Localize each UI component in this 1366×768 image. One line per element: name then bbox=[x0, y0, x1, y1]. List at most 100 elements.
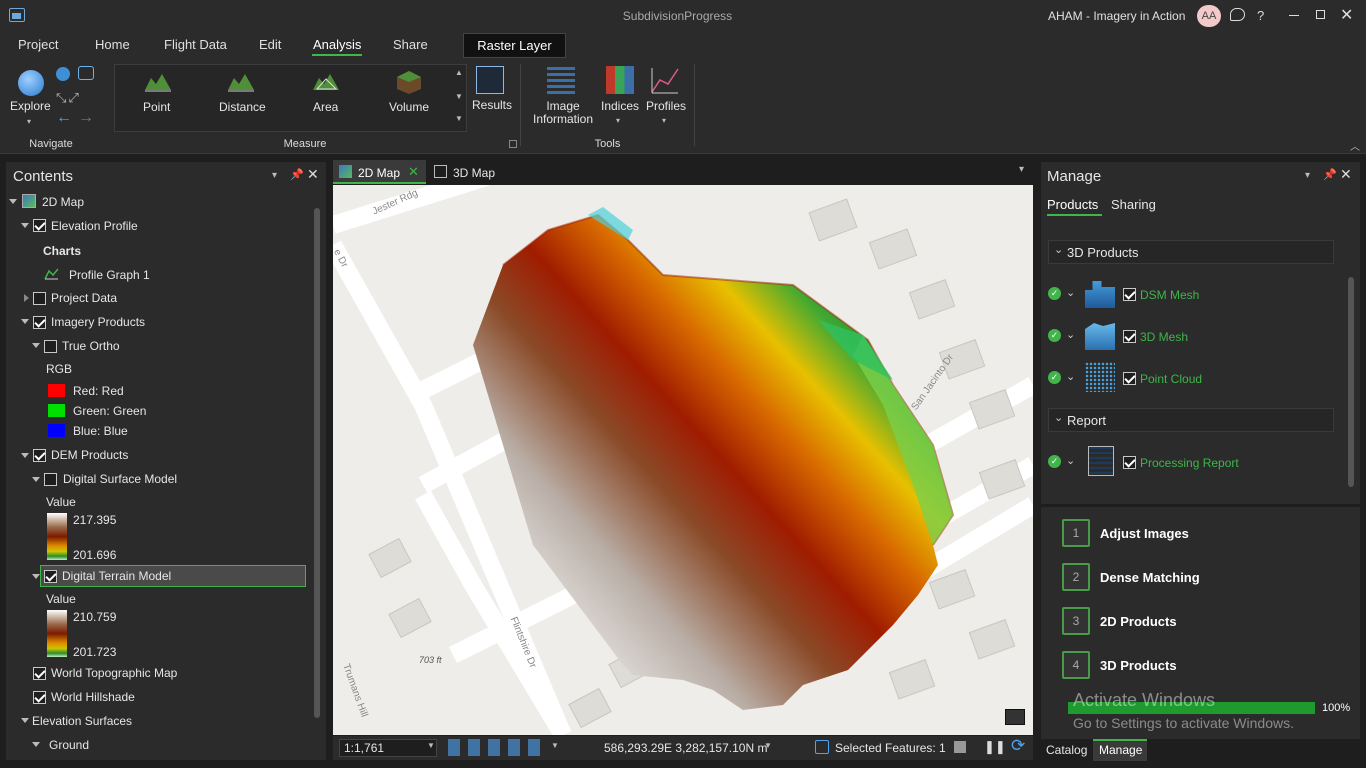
expand-elevation-profile-icon[interactable] bbox=[21, 223, 29, 228]
contents-close-icon[interactable]: ✕ bbox=[307, 166, 319, 182]
contents-scrollbar[interactable] bbox=[314, 208, 320, 718]
tab-flight-data[interactable]: Flight Data bbox=[164, 37, 227, 52]
dtm-selected-row[interactable] bbox=[40, 565, 306, 587]
section-report-chevron-icon[interactable]: ⌄ bbox=[1054, 412, 1064, 424]
measure-launcher-icon[interactable] bbox=[509, 140, 517, 148]
point-cloud-expand-icon[interactable]: ⌄ bbox=[1066, 371, 1076, 383]
tree-item-dtm[interactable]: Digital Terrain Model bbox=[62, 569, 172, 583]
profiles-dropdown-icon[interactable]: ▾ bbox=[662, 116, 667, 125]
tab-manage[interactable] bbox=[1093, 739, 1147, 761]
tree-item-world-hillshade[interactable]: World Hillshade bbox=[51, 690, 135, 704]
dsm-mesh-checkbox[interactable] bbox=[1123, 288, 1136, 301]
tree-item-profile-graph[interactable]: Profile Graph 1 bbox=[69, 268, 150, 282]
manage-close-icon[interactable]: ✕ bbox=[1340, 166, 1352, 182]
pause-icon[interactable]: ❚❚ bbox=[984, 739, 1006, 754]
report-checkbox[interactable] bbox=[1123, 456, 1136, 469]
globe-icon[interactable] bbox=[56, 67, 70, 81]
3d-mesh-link[interactable]: 3D Mesh bbox=[1140, 330, 1189, 344]
back-icon[interactable]: ← bbox=[56, 109, 72, 126]
point-cloud-checkbox[interactable] bbox=[1123, 372, 1136, 385]
world-hillshade-checkbox[interactable] bbox=[33, 691, 46, 704]
explore-button[interactable]: Explore bbox=[10, 99, 51, 113]
tree-item-elevation-profile[interactable]: Elevation Profile bbox=[51, 219, 138, 233]
expand-ground-icon[interactable] bbox=[32, 742, 40, 747]
processing-report-link[interactable]: Processing Report bbox=[1140, 456, 1239, 470]
tab-project[interactable]: Project bbox=[18, 37, 59, 52]
project-data-checkbox[interactable] bbox=[33, 292, 46, 305]
forward-icon[interactable]: → bbox=[78, 109, 94, 126]
imagery-products-checkbox[interactable] bbox=[33, 316, 46, 329]
profiles-icon[interactable] bbox=[650, 66, 680, 94]
section-report[interactable] bbox=[1048, 408, 1334, 432]
profiles-button[interactable]: Profiles bbox=[646, 99, 687, 113]
tree-item-dsm[interactable]: Digital Surface Model bbox=[63, 472, 178, 486]
expand-2d-map-icon[interactable] bbox=[9, 199, 17, 204]
expand-true-ortho-icon[interactable] bbox=[32, 343, 40, 348]
gallery-scroll-down-icon[interactable]: ▼ bbox=[455, 92, 463, 101]
results-button[interactable]: Results bbox=[472, 98, 513, 112]
3d-mesh-expand-icon[interactable]: ⌄ bbox=[1066, 329, 1076, 341]
map-tab-menu-icon[interactable]: ▾ bbox=[1019, 164, 1025, 175]
indices-button[interactable]: Indices bbox=[601, 99, 640, 113]
close-icon[interactable]: ✕ bbox=[1340, 7, 1354, 24]
area-button[interactable]: Area bbox=[313, 100, 339, 114]
user-name[interactable]: AHAM - Imagery in Action bbox=[1048, 9, 1186, 23]
section-3d-chevron-icon[interactable]: ⌄ bbox=[1054, 244, 1064, 256]
step-3d-products[interactable]: 3D Products bbox=[1100, 658, 1177, 673]
expand-imagery-products-icon[interactable] bbox=[21, 319, 29, 324]
tab-3d-map[interactable]: 3D Map bbox=[453, 166, 496, 180]
app-icon[interactable] bbox=[9, 8, 25, 22]
locate-icon[interactable] bbox=[78, 66, 94, 80]
explore-icon[interactable] bbox=[18, 70, 44, 96]
expand-dem-products-icon[interactable] bbox=[21, 453, 29, 458]
image-information-icon[interactable] bbox=[547, 66, 575, 94]
collapse-ribbon-icon[interactable]: ︿ bbox=[1350, 142, 1360, 153]
tab-analysis[interactable]: Analysis bbox=[313, 37, 362, 52]
step-dense-matching[interactable]: Dense Matching bbox=[1100, 570, 1200, 585]
manage-scrollbar[interactable] bbox=[1348, 277, 1354, 487]
selected-features[interactable]: Selected Features: 1 bbox=[835, 741, 946, 755]
dsm-mesh-link[interactable]: DSM Mesh bbox=[1140, 288, 1200, 302]
pin-icon[interactable]: 📌 bbox=[290, 169, 304, 181]
elevation-profile-checkbox[interactable] bbox=[33, 219, 46, 232]
expand-project-data-icon[interactable] bbox=[24, 294, 29, 302]
tree-item-project-data[interactable]: Project Data bbox=[51, 291, 118, 305]
image-information-button[interactable]: Image Information bbox=[532, 100, 594, 126]
gallery-scroll-up-icon[interactable]: ▲ bbox=[455, 68, 463, 77]
minimize-icon[interactable] bbox=[1289, 15, 1299, 16]
indices-icon[interactable] bbox=[606, 66, 634, 94]
indices-dropdown-icon[interactable]: ▾ bbox=[616, 116, 621, 125]
tab-edit[interactable]: Edit bbox=[259, 37, 282, 52]
tab-share[interactable]: Share bbox=[393, 37, 428, 52]
report-expand-icon[interactable]: ⌄ bbox=[1066, 455, 1076, 467]
close-tab-icon[interactable]: ✕ bbox=[408, 164, 419, 179]
expand-elevation-surfaces-icon[interactable] bbox=[21, 718, 29, 723]
restore-icon[interactable] bbox=[1316, 10, 1325, 19]
tab-products[interactable]: Products bbox=[1047, 197, 1099, 212]
point-button[interactable]: Point bbox=[143, 100, 171, 114]
explore-dropdown-icon[interactable]: ▾ bbox=[27, 117, 32, 126]
tree-item-true-ortho[interactable]: True Ortho bbox=[62, 339, 120, 353]
3d-mesh-checkbox[interactable] bbox=[1123, 330, 1136, 343]
point-cloud-link[interactable]: Point Cloud bbox=[1140, 372, 1203, 386]
refresh-icon[interactable]: ⟳ bbox=[1011, 736, 1026, 755]
tree-item-dem-products[interactable]: DEM Products bbox=[51, 448, 129, 462]
tree-item-imagery-products[interactable]: Imagery Products bbox=[51, 315, 146, 329]
step-2d-products[interactable]: 2D Products bbox=[1100, 614, 1177, 629]
distance-icon[interactable] bbox=[227, 70, 255, 92]
navigation-tools-icon[interactable] bbox=[448, 739, 548, 756]
expand-dtm-icon[interactable] bbox=[32, 574, 40, 579]
manage-menu-icon[interactable]: ▾ bbox=[1305, 170, 1311, 181]
section-3d-products[interactable] bbox=[1048, 240, 1334, 264]
tab-home[interactable]: Home bbox=[95, 37, 130, 52]
tab-catalog[interactable]: Catalog bbox=[1046, 743, 1088, 757]
scale-select[interactable] bbox=[339, 739, 437, 757]
tree-item-ground[interactable]: Ground bbox=[49, 738, 90, 752]
world-topo-checkbox[interactable] bbox=[33, 667, 46, 680]
point-icon[interactable] bbox=[144, 70, 172, 92]
volume-button[interactable]: Volume bbox=[389, 100, 430, 114]
snapping-icon[interactable] bbox=[954, 741, 966, 753]
dsm-mesh-expand-icon[interactable]: ⌄ bbox=[1066, 287, 1076, 299]
area-icon[interactable] bbox=[312, 70, 340, 92]
true-ortho-checkbox[interactable] bbox=[44, 340, 57, 353]
